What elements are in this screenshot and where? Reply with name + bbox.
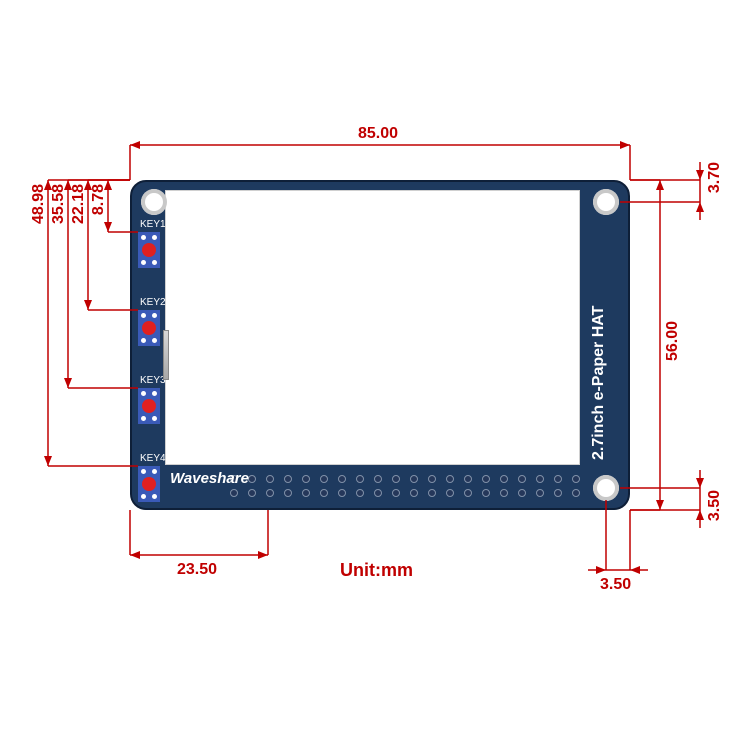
display-screen	[165, 190, 580, 465]
gpio-header	[230, 475, 590, 505]
key-label: KEY4	[140, 453, 166, 464]
tactile-button	[138, 388, 160, 424]
dimension-value: 56.00	[664, 321, 682, 361]
tactile-button	[138, 232, 160, 268]
brand-text: Waveshare	[170, 470, 249, 487]
dimension-value: 3.50	[600, 576, 631, 594]
product-label: 2.7inch e-Paper HAT	[590, 230, 608, 460]
dimension-value: 48.98	[30, 184, 48, 224]
dimension-value: 3.50	[706, 490, 724, 521]
mounting-hole	[141, 189, 167, 215]
dimension-value: 22.18	[70, 184, 88, 224]
dimension-value: 23.50	[177, 561, 217, 579]
dimension-value: 85.00	[358, 125, 398, 143]
key-label: KEY2	[140, 297, 166, 308]
dimension-value: 8.78	[90, 184, 108, 215]
unit-label: Unit:mm	[340, 560, 413, 581]
key-label: KEY3	[140, 375, 166, 386]
tactile-button	[138, 466, 160, 502]
mounting-hole	[593, 189, 619, 215]
dimension-value: 3.70	[706, 162, 724, 193]
flex-connector	[163, 330, 169, 380]
tactile-button	[138, 310, 160, 346]
dimension-value: 35.58	[50, 184, 68, 224]
key-label: KEY1	[140, 219, 166, 230]
mounting-hole	[593, 475, 619, 501]
